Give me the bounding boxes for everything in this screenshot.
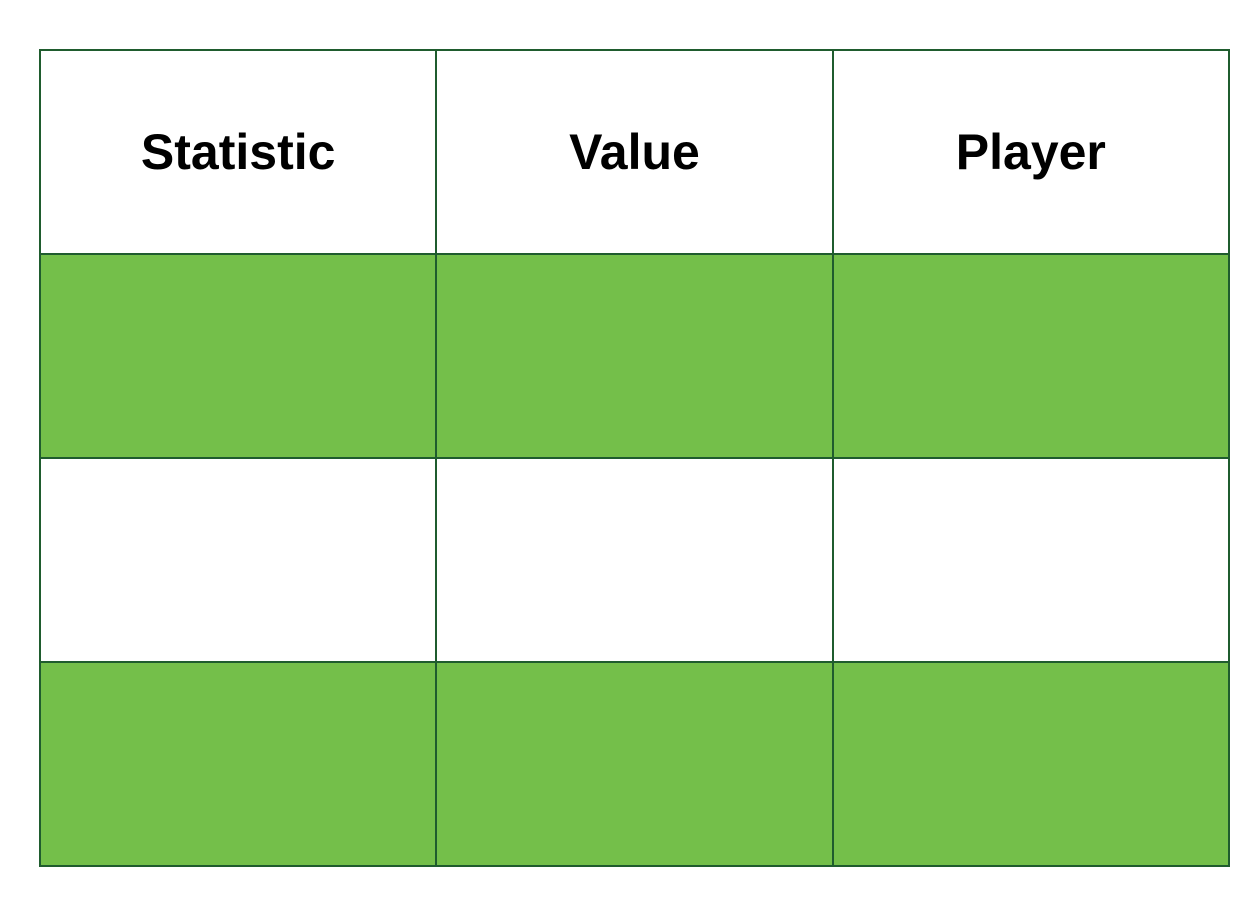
cell-statistic: [38, 253, 438, 459]
cell-value: [435, 253, 834, 459]
header-row: Statistic Value Player: [38, 49, 1231, 255]
header-value: Value: [435, 49, 834, 255]
cell-value: [435, 457, 834, 663]
table-row: [38, 661, 1231, 867]
cell-statistic: [38, 661, 438, 867]
cell-value: [435, 661, 834, 867]
statistics-table: Statistic Value Player: [38, 49, 1231, 867]
cell-player: [831, 253, 1231, 459]
table-header: Statistic Value Player: [38, 49, 1231, 255]
cell-statistic: [38, 457, 438, 663]
table-row: [38, 253, 1231, 459]
cell-player: [831, 661, 1231, 867]
header-statistic: Statistic: [38, 49, 438, 255]
table-row: [38, 457, 1231, 663]
header-player: Player: [831, 49, 1231, 255]
table-body: [38, 253, 1231, 867]
cell-player: [831, 457, 1231, 663]
